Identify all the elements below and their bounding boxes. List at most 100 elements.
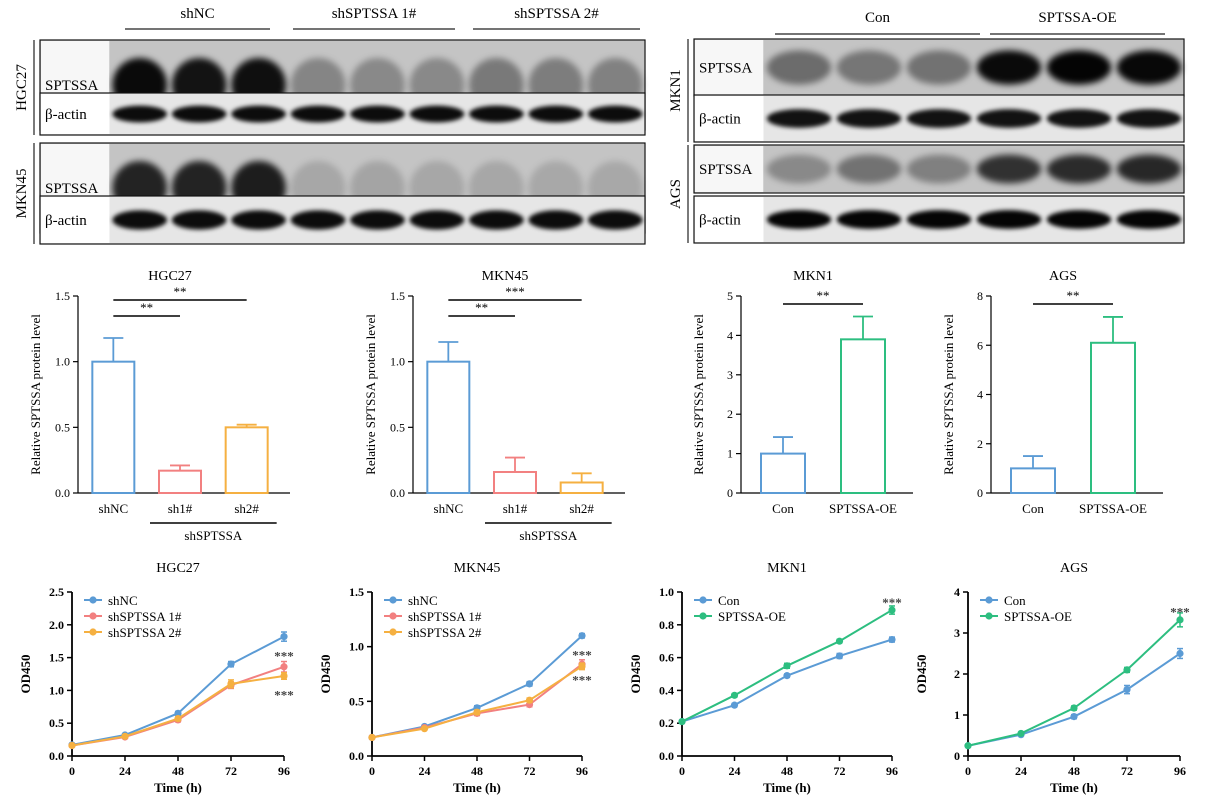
bar-mkn1: MKN1 0 1 2 3 4 5 Relative SPTSSA protein level C… — [691, 269, 913, 516]
blot-row-label: SPTSSA — [699, 61, 753, 77]
line-ags: AGS 0 1 2 3 4 0 24 48 72 96 Time (h) OD450 ConSPTSSA-… — [914, 561, 1190, 795]
legend-marker — [389, 628, 397, 636]
y-tick-label: 0.0 — [49, 749, 64, 763]
y-axis-label: OD450 — [914, 655, 929, 694]
y-tick-label: 3 — [954, 626, 960, 640]
significance-label: *** — [1170, 604, 1190, 619]
significance-label: *** — [572, 672, 592, 687]
series-line — [681, 638, 893, 723]
x-tick-label: 96 — [1174, 764, 1186, 778]
x-tick-label: 72 — [834, 764, 846, 778]
data-point — [1017, 729, 1025, 738]
y-tick-label: 0.0 — [659, 749, 674, 763]
significance-label: ** — [817, 288, 830, 303]
y-axis-label: Relative SPTSSA protein level — [691, 314, 706, 475]
blot-band — [587, 210, 643, 230]
blot-band — [231, 210, 286, 230]
y-tick-label: 1.5 — [390, 289, 405, 303]
chart-title: MKN1 — [793, 269, 833, 284]
line-mkn1: MKN1 0.0 0.2 0.4 0.6 0.8 1.0 0 24 48 72 96 Time (h) O… — [628, 561, 902, 795]
blot-panel-2: Con SPTSSA-OE MKN1 SPTSSA β-actin AGS SPTSSA β-… — [668, 10, 1185, 244]
data-point — [473, 708, 481, 716]
blot-row-label: β-actin — [699, 213, 741, 229]
blot-band — [976, 154, 1042, 184]
data-point — [227, 680, 235, 688]
y-tick-label: 4 — [727, 328, 733, 342]
data-point — [888, 606, 896, 614]
blot-row-label: β-actin — [45, 107, 87, 123]
legend-label: SPTSSA-OE — [718, 609, 786, 624]
significance-label: *** — [274, 687, 294, 702]
y-tick-label: 0 — [727, 486, 733, 500]
data-point — [280, 663, 288, 671]
legend-label: shNC — [108, 593, 138, 608]
group-label: shSPTSSA — [519, 528, 577, 543]
blot-band — [766, 109, 832, 128]
blot-band — [409, 105, 465, 123]
legend-label: Con — [718, 593, 740, 608]
significance-label: *** — [572, 647, 592, 662]
y-tick-label: 1.5 — [55, 289, 70, 303]
bar — [493, 470, 537, 494]
cell-line-label: MKN45 — [14, 168, 30, 218]
y-tick-label: 2.5 — [49, 585, 64, 599]
bar — [559, 481, 604, 494]
y-tick-label: 8 — [977, 289, 983, 303]
legend-marker — [699, 596, 707, 604]
bar-hgc27: HGC27 0.0 0.5 1.0 1.5 Relative SPTSSA protein… — [28, 269, 290, 543]
data-point — [368, 733, 376, 742]
chart-title: HGC27 — [156, 561, 200, 576]
x-axis-label: Time (h) — [453, 780, 501, 795]
significance-label: ** — [475, 300, 488, 315]
blot-membrane — [764, 96, 1183, 141]
blot-membrane — [764, 197, 1183, 242]
x-tick-label: 48 — [781, 764, 793, 778]
blot-band — [112, 210, 168, 230]
y-tick-label: 0.0 — [390, 486, 405, 500]
blot-band — [469, 105, 524, 123]
y-tick-label: 5 — [727, 289, 733, 303]
blot-label-area — [695, 197, 763, 242]
blot-band — [1046, 210, 1112, 229]
bar-ags: AGS 0 2 4 6 8 Relative SPTSSA protein level Con… — [941, 269, 1163, 516]
blot-label-area — [695, 146, 763, 192]
x-tick-label: 0 — [69, 764, 75, 778]
chart-title: HGC27 — [148, 269, 192, 284]
blot-band — [766, 210, 832, 229]
blot-label-area — [695, 96, 763, 141]
blot-band — [906, 50, 972, 85]
legend-marker — [389, 596, 397, 604]
data-point — [174, 709, 182, 717]
data-point — [68, 741, 76, 750]
y-tick-label: 0.8 — [659, 618, 674, 632]
y-tick-label: 1.0 — [49, 683, 64, 697]
blot-band — [836, 50, 902, 85]
significance-label: ** — [140, 300, 153, 315]
blot-band — [587, 105, 643, 123]
series-2: shSPTSSA 2# — [368, 625, 586, 742]
blot-band — [976, 50, 1042, 85]
blot-band — [350, 105, 405, 123]
blot-band — [836, 109, 902, 128]
blot-label-area — [41, 94, 109, 134]
blot-band — [1116, 210, 1182, 229]
x-tick-label: 72 — [524, 764, 536, 778]
x-tick-label: 24 — [119, 764, 131, 778]
y-tick-label: 0.0 — [55, 486, 70, 500]
series-line — [967, 652, 1181, 747]
legend-label: shSPTSSA 1# — [408, 609, 482, 624]
blot-band — [976, 109, 1042, 128]
data-point — [730, 701, 739, 709]
cell-line-label: AGS — [668, 179, 684, 209]
blot-band — [469, 210, 524, 230]
series-line — [71, 665, 285, 747]
x-tick-label: shNC — [99, 501, 129, 516]
data-point — [121, 732, 129, 740]
data-point — [227, 660, 235, 668]
series-0: Con — [678, 593, 896, 726]
blot-band — [1116, 109, 1182, 128]
western-blot-panels: shNC shSPTSSA 1# shSPTSSA 2# HGC27 SPTSSA β-a… — [14, 6, 1185, 245]
x-tick-label: 96 — [886, 764, 898, 778]
y-tick-label: 0.6 — [659, 651, 674, 665]
